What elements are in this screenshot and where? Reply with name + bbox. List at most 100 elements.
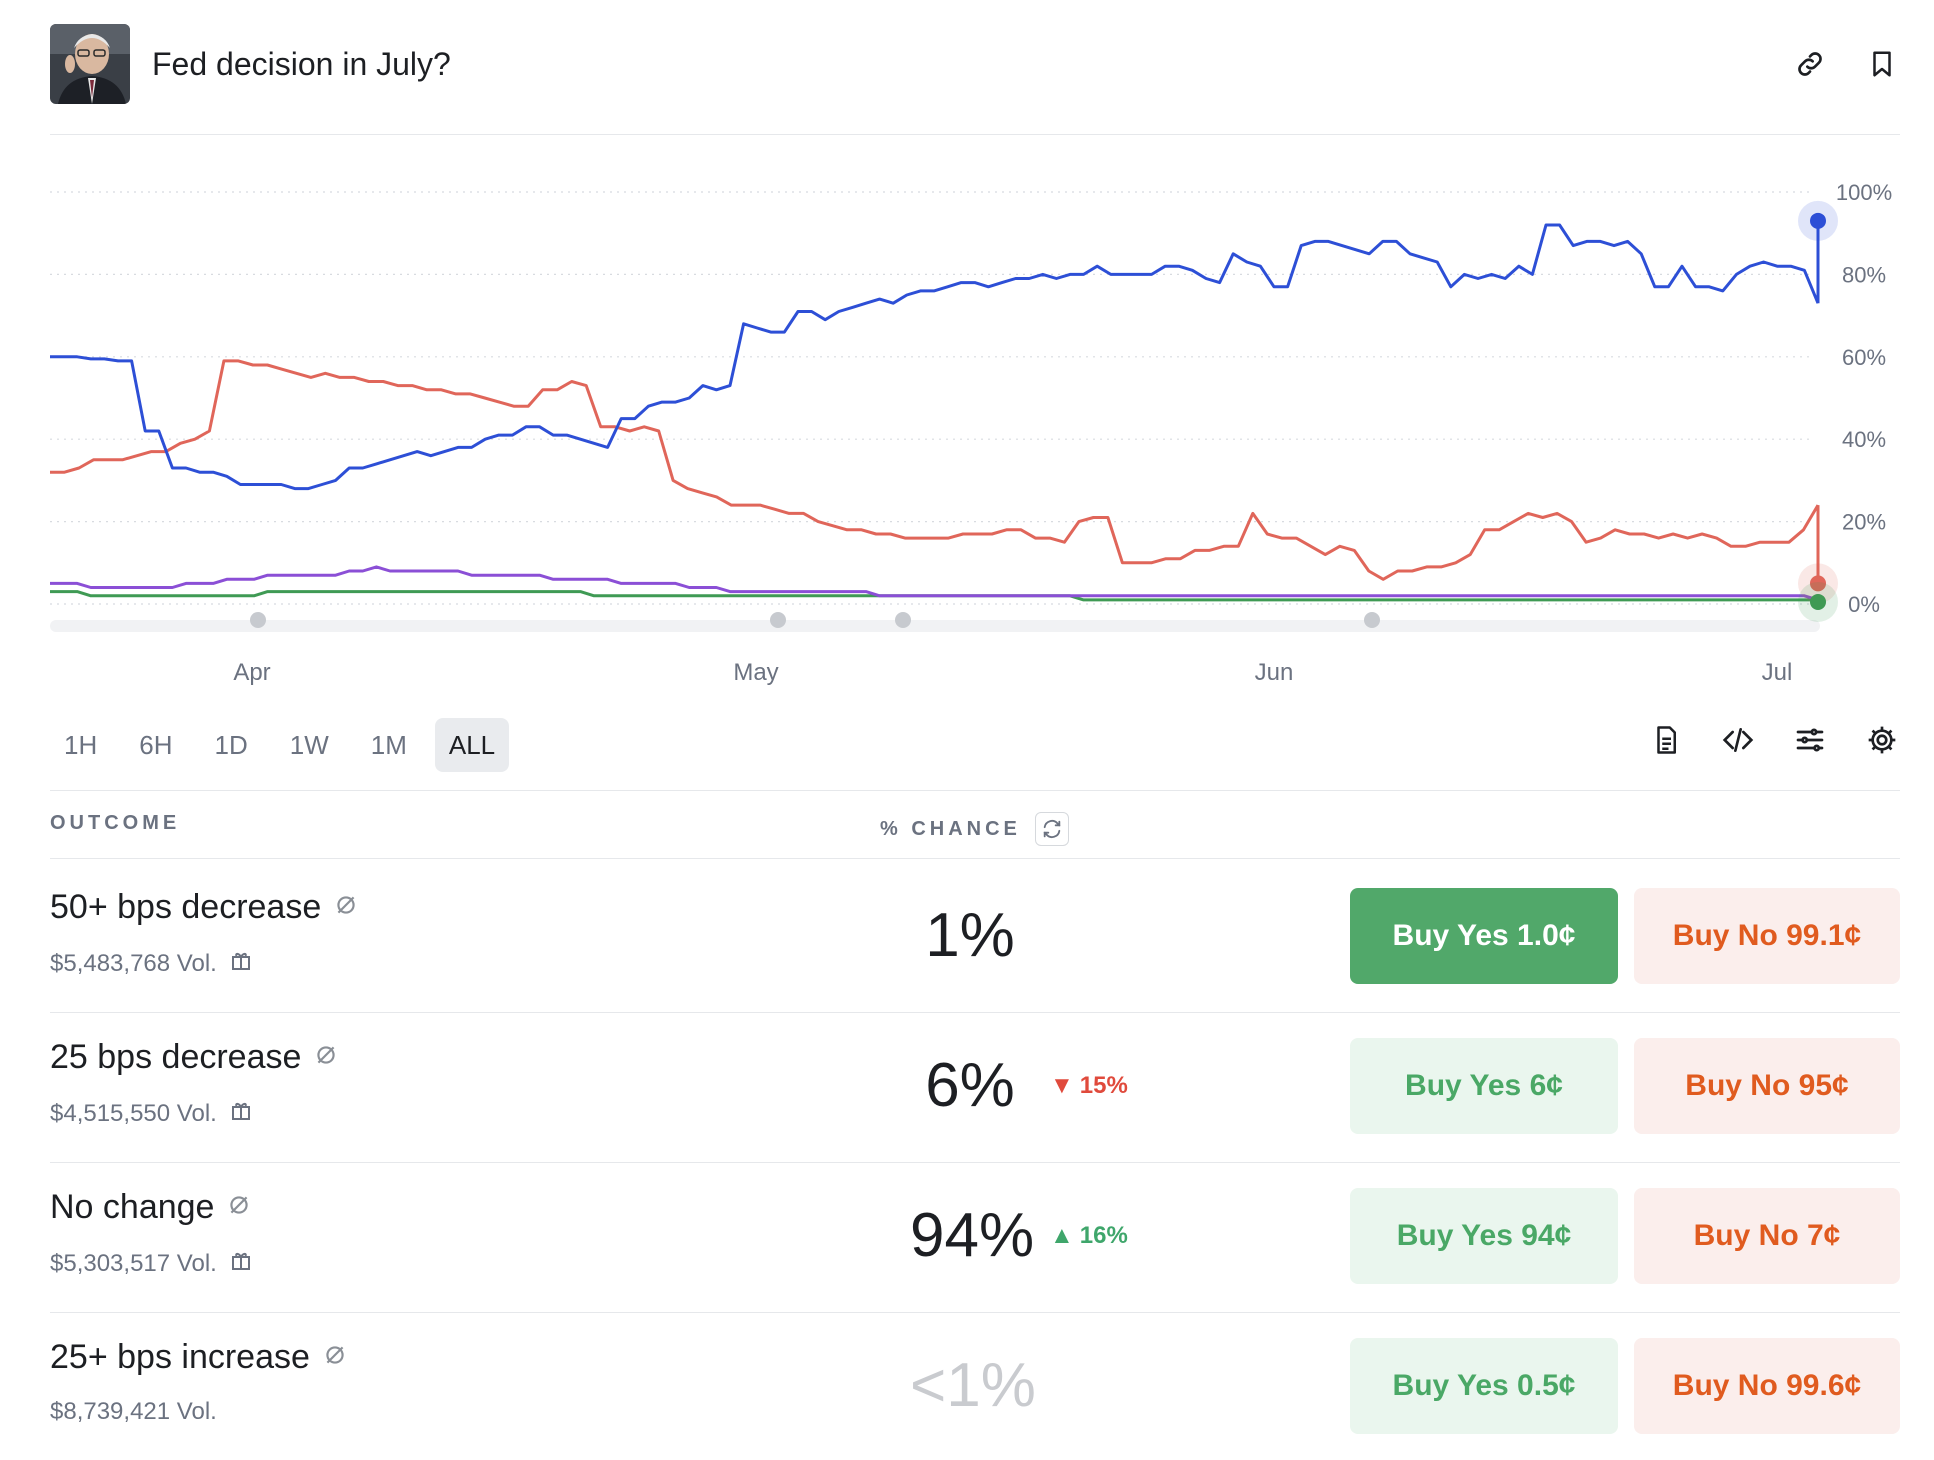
buy-yes-button[interactable]: Buy Yes 1.0¢ <box>1350 888 1618 984</box>
info-slash-icon[interactable] <box>322 1338 348 1377</box>
timeline-track <box>50 620 1820 632</box>
chance-delta: ▼ 15% <box>1050 1072 1128 1100</box>
buy-no-button[interactable]: Buy No 95¢ <box>1634 1038 1900 1134</box>
outcome-label: 25 bps decrease <box>50 1038 302 1076</box>
chance-value: <1% <box>910 1351 1036 1420</box>
document-icon[interactable] <box>1648 722 1684 758</box>
gear-icon[interactable] <box>1864 722 1900 758</box>
range-tab-all[interactable]: ALL <box>434 718 510 772</box>
info-slash-icon[interactable] <box>226 1188 252 1227</box>
price-chart[interactable]: 100% 80% 60% 40% 20% 0% Apr May Jun Jul <box>0 150 1934 690</box>
series-end-no-change <box>1810 212 1826 229</box>
y-tick-label: 60% <box>1842 345 1886 370</box>
buy-yes-button[interactable]: Buy Yes 94¢ <box>1350 1188 1618 1284</box>
buy-no-button[interactable]: Buy No 99.1¢ <box>1634 888 1900 984</box>
series-end-50bps-decrease <box>1810 593 1826 610</box>
outcome-volume: $4,515,550 Vol. <box>50 1098 253 1129</box>
event-marker[interactable] <box>770 612 786 628</box>
gift-icon[interactable] <box>229 1098 253 1129</box>
triangle-up-icon: ▲ <box>1050 1221 1074 1249</box>
y-tick-label: 40% <box>1842 427 1886 452</box>
series-line-25bps-decrease <box>50 359 1820 581</box>
header-divider <box>50 134 1900 135</box>
x-tick-label: Jun <box>1255 659 1294 686</box>
y-tick-label: 80% <box>1842 262 1886 287</box>
outcome-volume: $5,303,517 Vol. <box>50 1248 253 1279</box>
code-icon[interactable] <box>1720 722 1756 758</box>
event-marker[interactable] <box>250 612 266 628</box>
col-chance: % CHANCE <box>880 812 1069 846</box>
bookmark-icon[interactable] <box>1864 46 1900 82</box>
row-divider <box>50 1312 1900 1313</box>
toolbar-divider <box>50 790 1900 791</box>
range-tab-1h[interactable]: 1H <box>64 729 98 760</box>
person-portrait-icon <box>50 24 130 104</box>
y-tick-label: 20% <box>1842 510 1886 535</box>
x-tick-label: Jul <box>1762 659 1793 686</box>
range-tab-1w[interactable]: 1W <box>289 729 329 760</box>
range-tab-6h[interactable]: 6H <box>139 729 173 760</box>
sliders-icon[interactable] <box>1792 722 1828 758</box>
chance-delta-value: 16% <box>1079 1221 1128 1249</box>
range-tab-1m[interactable]: 1M <box>370 729 407 760</box>
col-chance-label: % CHANCE <box>880 817 1021 840</box>
outcome-chance: 94% ▲ 16% <box>910 1200 1170 1271</box>
buy-yes-button[interactable]: Buy Yes 6¢ <box>1350 1038 1618 1134</box>
outcome-volume: $5,483,768 Vol. <box>50 948 253 979</box>
buy-no-button[interactable]: Buy No 7¢ <box>1634 1188 1900 1284</box>
outcome-volume: $8,739,421 Vol. <box>50 1398 217 1426</box>
outcome-label: 50+ bps decrease <box>50 888 322 926</box>
buy-no-button[interactable]: Buy No 99.6¢ <box>1634 1338 1900 1434</box>
info-slash-icon[interactable] <box>313 1038 339 1077</box>
link-icon[interactable] <box>1792 46 1828 82</box>
volume-text: $5,483,768 Vol. <box>50 949 217 977</box>
market-header: Fed decision in July? <box>50 24 1900 104</box>
gift-icon[interactable] <box>229 1248 253 1279</box>
outcome-row[interactable]: 25+ bps increase $8,739,421 Vol. <1% Buy Ye… <box>50 1312 1900 1460</box>
y-tick-label: 100% <box>1836 180 1892 205</box>
outcome-row[interactable]: 50+ bps decrease $5,483,768 Vol. 1% Buy Yes… <box>50 862 1900 1012</box>
y-tick-label: 0% <box>1848 592 1880 617</box>
series-end-25bps-decrease <box>1810 575 1826 592</box>
col-outcome: OUTCOME <box>50 812 181 834</box>
outcome-name: 25 bps decrease <box>50 1038 339 1077</box>
outcome-name: 25+ bps increase <box>50 1338 348 1377</box>
volume-text: $4,515,550 Vol. <box>50 1099 217 1127</box>
volume-text: $8,739,421 Vol. <box>50 1398 217 1425</box>
outcome-chance: <1% <box>910 1350 1170 1421</box>
chance-delta: ▲ 16% <box>1050 1222 1128 1250</box>
x-tick-label: May <box>733 659 778 686</box>
chance-delta-value: 15% <box>1079 1071 1128 1099</box>
outcome-row[interactable]: 25 bps decrease $4,515,550 Vol. 6% ▼ 15% Buy … <box>50 1012 1900 1162</box>
chart-tools <box>1648 722 1900 758</box>
outcome-label: 25+ bps increase <box>50 1338 310 1376</box>
outcome-chance: 1% <box>910 900 1170 971</box>
x-tick-label: Apr <box>233 659 270 686</box>
series-line-no-change <box>50 223 1820 491</box>
chance-value: 6% <box>925 1051 1015 1120</box>
chance-value: 94% <box>910 1201 1035 1270</box>
outcome-row[interactable]: No change $5,303,517 Vol. 94% ▲ 16% Buy Yes 9… <box>50 1162 1900 1312</box>
row-divider <box>50 1012 1900 1013</box>
event-marker[interactable] <box>895 612 911 628</box>
time-range-selector: 1H 6H 1D 1W 1M ALL <box>50 718 510 772</box>
chance-value: 1% <box>925 901 1015 970</box>
range-tab-1d[interactable]: 1D <box>214 729 248 760</box>
outcome-chance: 6% ▼ 15% <box>910 1050 1170 1121</box>
event-marker[interactable] <box>1364 612 1380 628</box>
triangle-down-icon: ▼ <box>1050 1071 1074 1099</box>
outcome-label: No change <box>50 1188 215 1226</box>
buy-yes-button[interactable]: Buy Yes 0.5¢ <box>1350 1338 1618 1434</box>
market-title: Fed decision in July? <box>152 45 451 82</box>
market-avatar <box>50 24 130 104</box>
chart-svg: 100% 80% 60% 40% 20% 0% Apr May Jun Jul <box>50 180 1892 686</box>
series-line-50bps-decrease <box>50 565 1819 602</box>
outcome-table-header: OUTCOME % CHANCE <box>50 808 1900 852</box>
gift-icon[interactable] <box>229 948 253 979</box>
info-slash-icon[interactable] <box>333 888 359 927</box>
outcome-name: No change <box>50 1188 252 1227</box>
outcome-name: 50+ bps decrease <box>50 888 359 927</box>
row-divider <box>50 1162 1900 1163</box>
table-header-divider <box>50 858 1900 859</box>
refresh-icon[interactable] <box>1034 812 1069 846</box>
